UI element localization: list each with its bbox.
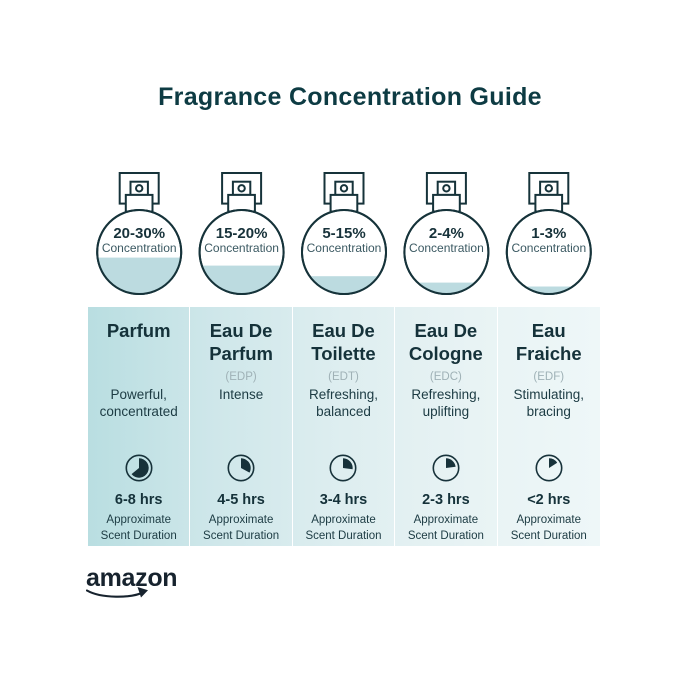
svg-text:1-3%: 1-3% <box>531 225 566 242</box>
svg-text:15-20%: 15-20% <box>216 225 268 242</box>
svg-text:Concentration: Concentration <box>409 241 484 255</box>
svg-text:Concentration: Concentration <box>307 241 382 255</box>
svg-text:Concentration: Concentration <box>204 241 279 255</box>
svg-text:2-4%: 2-4% <box>429 225 464 242</box>
svg-text:20-30%: 20-30% <box>113 225 165 242</box>
svg-text:Concentration: Concentration <box>102 241 177 255</box>
svg-text:Concentration: Concentration <box>511 241 586 255</box>
svg-text:5-15%: 5-15% <box>322 225 365 242</box>
